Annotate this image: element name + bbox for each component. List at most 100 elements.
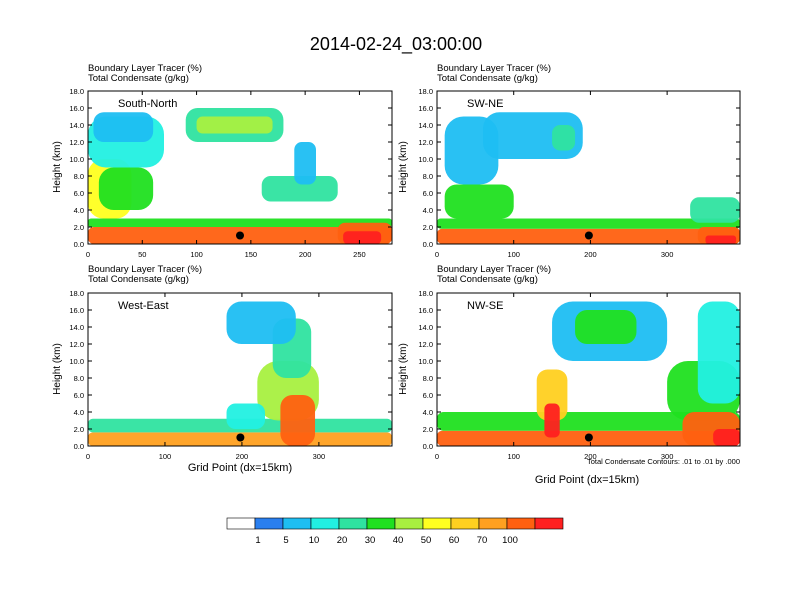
- tracer-region: [98, 167, 154, 210]
- x-tick-label: 300: [313, 452, 326, 461]
- tracer-field: [437, 301, 740, 446]
- tracer-region: [713, 429, 740, 446]
- tracer-region: [690, 197, 740, 223]
- colorbar-label: 50: [421, 535, 432, 546]
- panel-ylabel: Height (km): [398, 141, 409, 193]
- plot-frame: [87, 292, 393, 447]
- tracer-region: [437, 218, 740, 229]
- colorbar-swatch: [366, 517, 396, 530]
- y-tick-label: 2.0: [74, 223, 84, 232]
- plot-frame: [436, 292, 741, 447]
- colorbar-swatch: [506, 517, 536, 530]
- tracer-field: [88, 108, 392, 244]
- y-tick-label: 18.0: [69, 87, 84, 96]
- tracer-region: [575, 310, 637, 344]
- colorbar-swatch: [534, 517, 564, 530]
- colorbar-label: 40: [393, 535, 404, 546]
- x-tick-label: 0: [435, 452, 439, 461]
- y-tick-label: 2.0: [423, 223, 433, 232]
- tracer-region: [261, 176, 338, 202]
- tracer-region: [226, 301, 296, 344]
- panel-subtitle-1: Boundary Layer Tracer (%): [88, 63, 202, 74]
- y-tick-label: 4.0: [423, 408, 433, 417]
- x-tick-label: 100: [507, 250, 520, 259]
- x-tick-label: 0: [86, 452, 90, 461]
- y-tick-label: 10.0: [418, 357, 433, 366]
- y-tick-label: 16.0: [69, 104, 84, 113]
- y-tick-label: 10.0: [418, 155, 433, 164]
- tracer-field: [437, 112, 740, 244]
- colorbar: 1 5 10 20 30 40 50 60 70 100: [226, 517, 564, 546]
- y-tick-label: 4.0: [423, 206, 433, 215]
- panel-subtitle-2: Total Condensate (g/kg): [88, 73, 189, 84]
- tracer-region: [294, 142, 316, 185]
- y-tick-label: 18.0: [418, 87, 433, 96]
- x-tick-label: 100: [190, 250, 203, 259]
- panel-name: NW-SE: [467, 300, 503, 312]
- colorbar-swatch: [282, 517, 312, 530]
- x-tick-label: 0: [435, 250, 439, 259]
- tracer-region: [93, 112, 154, 142]
- tracer-field: [88, 301, 392, 446]
- panel-ylabel: Height (km): [52, 343, 63, 395]
- y-tick-label: 4.0: [74, 206, 84, 215]
- panel-subtitle-1: Boundary Layer Tracer (%): [88, 264, 202, 275]
- tracer-region: [552, 125, 576, 151]
- colorbar-swatch: [478, 517, 508, 530]
- y-tick-label: 18.0: [418, 289, 433, 298]
- y-tick-label: 10.0: [69, 155, 84, 164]
- x-tick-label: 50: [138, 250, 146, 259]
- panel-ylabel: Height (km): [398, 343, 409, 395]
- y-tick-label: 12.0: [69, 138, 84, 147]
- figure-title: 2014-02-24_03:00:00: [310, 34, 482, 55]
- tracer-region: [88, 218, 392, 227]
- x-tick-label: 300: [661, 452, 674, 461]
- tracer-region: [226, 403, 266, 429]
- plot-frame: [87, 90, 393, 245]
- colorbar-label: 60: [449, 535, 460, 546]
- x-tick-label: 200: [236, 452, 249, 461]
- y-tick-label: 10.0: [69, 357, 84, 366]
- panel-sw-ne: Boundary Layer Tracer (%) Total Condensa…: [398, 63, 741, 259]
- tracer-region: [280, 395, 316, 446]
- y-tick-label: 6.0: [74, 391, 84, 400]
- panel-ylabel: Height (km): [52, 141, 63, 193]
- x-tick-label: 0: [86, 250, 90, 259]
- colorbar-label: 100: [502, 535, 518, 546]
- y-tick-label: 16.0: [418, 104, 433, 113]
- tracer-region: [697, 301, 740, 404]
- y-tick-label: 16.0: [69, 306, 84, 315]
- y-tick-label: 0.0: [423, 240, 433, 249]
- colorbar-label: 20: [337, 535, 348, 546]
- panel-south-north: Boundary Layer Tracer (%) Total Condensa…: [52, 63, 393, 259]
- x-tick-label: 200: [584, 452, 597, 461]
- x-tick-label: 100: [159, 452, 172, 461]
- colorbar-swatch: [422, 517, 452, 530]
- x-tick-label: 100: [507, 452, 520, 461]
- y-tick-label: 0.0: [74, 442, 84, 451]
- colorbar-label: 1: [255, 535, 260, 546]
- contour-note: Total Condensate Contours: .01 to .01 by…: [587, 457, 740, 466]
- colorbar-label: 30: [365, 535, 376, 546]
- tracer-region: [196, 116, 273, 134]
- x-tick-label: 150: [245, 250, 258, 259]
- colorbar-swatch: [254, 517, 284, 530]
- panel-name: SW-NE: [467, 98, 503, 110]
- panel-xlabel: Grid Point (dx=15km): [535, 474, 639, 486]
- y-tick-label: 4.0: [74, 408, 84, 417]
- y-tick-label: 14.0: [418, 121, 433, 130]
- y-tick-label: 14.0: [418, 323, 433, 332]
- location-marker: [236, 231, 244, 240]
- y-tick-label: 8.0: [423, 172, 433, 181]
- panel-name: South-North: [118, 98, 177, 110]
- y-tick-label: 18.0: [69, 289, 84, 298]
- tracer-region: [437, 412, 740, 431]
- y-tick-label: 14.0: [69, 121, 84, 130]
- panel-subtitle-2: Total Condensate (g/kg): [88, 274, 189, 285]
- tracer-region: [705, 235, 737, 244]
- y-tick-label: 6.0: [423, 391, 433, 400]
- location-marker: [584, 231, 593, 240]
- y-tick-label: 12.0: [69, 340, 84, 349]
- panel-name: West-East: [118, 300, 169, 312]
